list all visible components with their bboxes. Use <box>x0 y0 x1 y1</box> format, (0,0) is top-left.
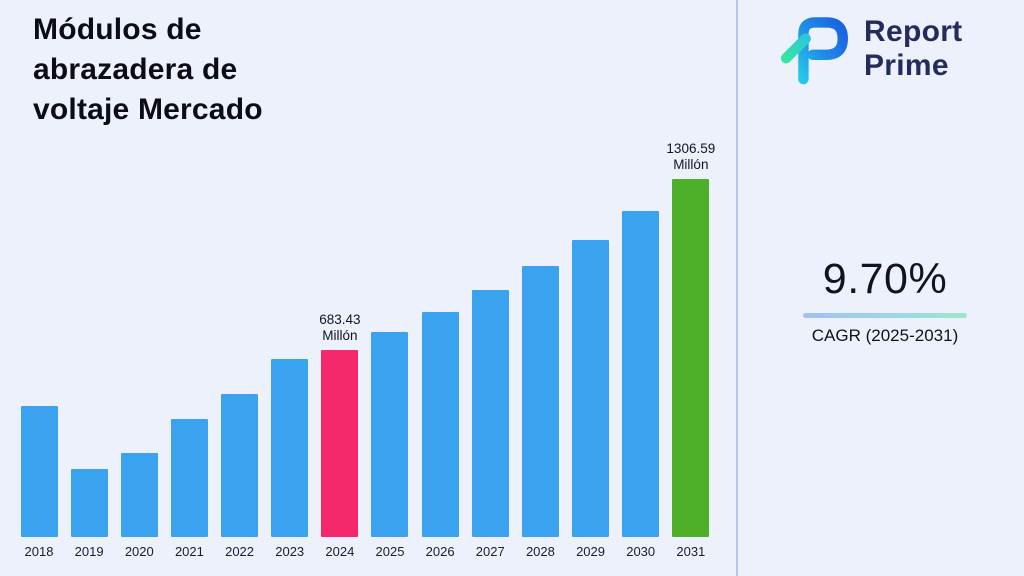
report-prime-logo-icon <box>780 17 848 85</box>
bar-column-2022: 2022 <box>215 394 265 559</box>
bar-value-label-2031: 1306.59 Millón <box>636 141 746 173</box>
x-axis-label-2026: 2026 <box>425 544 455 559</box>
bar-column-2018: 2018 <box>14 406 64 559</box>
x-axis-label-2025: 2025 <box>375 544 405 559</box>
x-axis-label-2019: 2019 <box>74 544 104 559</box>
x-axis-label-2031: 2031 <box>676 544 706 559</box>
bar-column-2025: 2025 <box>365 332 415 559</box>
x-axis-label-2020: 2020 <box>124 544 154 559</box>
bar-2021 <box>170 419 208 537</box>
bar-2026 <box>421 312 459 537</box>
title-line-1: Módulos de <box>33 13 202 46</box>
bar-2030 <box>622 211 660 537</box>
bar-2029 <box>572 240 610 537</box>
annotation-unit: Millón <box>673 156 709 172</box>
x-axis-label-2030: 2030 <box>626 544 656 559</box>
bar-2022 <box>221 394 259 537</box>
cagr-underline <box>803 313 967 318</box>
bar-column-2021: 2021 <box>164 419 214 559</box>
x-axis-label-2024: 2024 <box>325 544 355 559</box>
logo-text-line-2: Prime <box>864 49 949 82</box>
bar-column-2026: 2026 <box>415 312 465 559</box>
bar-2031 <box>672 179 710 537</box>
x-axis-label-2023: 2023 <box>275 544 305 559</box>
report-prime-logo-text: Report Prime <box>864 15 962 83</box>
annotation-unit: Millón <box>322 327 358 343</box>
annotation-value: 683.43 <box>319 311 361 327</box>
bar-value-label-2024: 683.43 Millón <box>285 312 395 344</box>
page-title: Módulos de abrazadera de voltaje Mercado <box>33 10 263 130</box>
vertical-divider <box>736 0 738 576</box>
cagr-label: CAGR (2025-2031) <box>811 326 959 345</box>
x-axis-label-2027: 2027 <box>475 544 505 559</box>
x-axis-label-2028: 2028 <box>525 544 555 559</box>
bar-2024 <box>321 350 359 537</box>
bar-column-2019: 2019 <box>64 469 114 559</box>
bar-column-2030: 2030 <box>616 211 666 559</box>
bar-2027 <box>471 290 509 537</box>
cagr-value: 9.70% <box>822 255 948 303</box>
title-line-3: voltaje Mercado <box>33 93 263 126</box>
report-prime-logo: Report Prime <box>778 12 962 86</box>
bar-column-2029: 2029 <box>566 240 616 559</box>
x-axis-label-2018: 2018 <box>24 544 54 559</box>
bar-column-2024: 683.43 Millón 2024 <box>315 312 365 559</box>
bar-column-2028: 2028 <box>515 266 565 559</box>
bar-2019 <box>70 469 108 537</box>
cagr-block: 9.70% CAGR (2025-2031) <box>803 255 967 346</box>
bar-column-2020: 2020 <box>114 453 164 559</box>
bar-chart: 2018 2019 2020 2021 2022 2023 683.43 Millón 2024… <box>14 141 716 559</box>
bar-2025 <box>371 332 409 537</box>
x-axis-label-2029: 2029 <box>576 544 605 559</box>
bar-column-2027: 2027 <box>465 290 515 559</box>
x-axis-label-2022: 2022 <box>225 544 255 559</box>
annotation-value: 1306.59 <box>666 140 716 156</box>
bar-column-2031: 1306.59 Millón 2031 <box>666 141 716 559</box>
logo-text-line-1: Report <box>864 15 963 48</box>
bar-2028 <box>521 266 559 537</box>
x-axis-label-2021: 2021 <box>174 544 204 559</box>
bar-2020 <box>120 453 158 537</box>
bar-2018 <box>20 406 58 537</box>
title-line-2: abrazadera de <box>33 53 238 86</box>
bar-2023 <box>271 359 309 537</box>
bar-column-2023: 2023 <box>265 359 315 559</box>
